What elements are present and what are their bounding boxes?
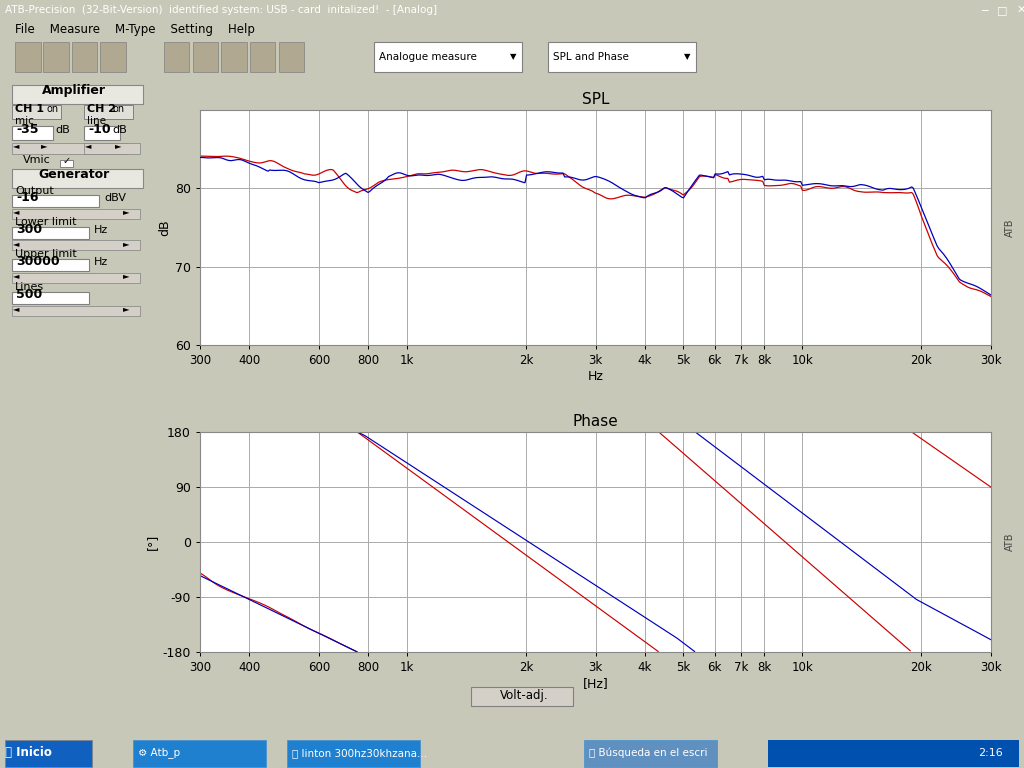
Text: 30000: 30000	[16, 255, 60, 268]
Text: □: □	[997, 5, 1008, 15]
Text: Lines: Lines	[15, 283, 44, 293]
Text: line: line	[87, 117, 106, 127]
X-axis label: [Hz]: [Hz]	[583, 677, 608, 690]
Bar	[5, 740, 92, 766]
Text: Generator: Generator	[38, 168, 110, 181]
Text: Vmic: Vmic	[23, 155, 50, 165]
Text: 🌐 linton 300hz30khzana...: 🌐 linton 300hz30khzana...	[292, 748, 427, 758]
Text: ►: ►	[123, 271, 129, 280]
Bar	[72, 41, 97, 72]
Text: ►: ►	[123, 207, 129, 217]
Text: Lower limit: Lower limit	[15, 217, 77, 227]
Text: ◄: ◄	[13, 141, 19, 151]
Text: ✓: ✓	[62, 156, 71, 166]
Bar	[768, 740, 1019, 766]
Title: Phase: Phase	[572, 415, 618, 429]
Bar	[100, 41, 126, 72]
Text: ◄: ◄	[13, 304, 19, 313]
Bar	[287, 740, 420, 766]
Text: ─: ─	[981, 5, 987, 15]
Bar	[43, 41, 69, 72]
Text: -16: -16	[16, 191, 39, 204]
Text: ▼: ▼	[510, 52, 516, 61]
Text: ATB: ATB	[1006, 218, 1015, 237]
Y-axis label: [°]: [°]	[145, 534, 159, 550]
Text: Volt-adj.: Volt-adj.	[500, 689, 549, 702]
Bar	[221, 41, 247, 72]
Text: Analogue measure: Analogue measure	[379, 52, 477, 62]
Text: 🪟 Inicio: 🪟 Inicio	[5, 746, 52, 760]
Text: -10: -10	[88, 123, 111, 136]
Text: ▼: ▼	[684, 52, 690, 61]
Text: dB: dB	[113, 125, 127, 135]
Text: 2:16: 2:16	[978, 748, 1002, 758]
Text: dB: dB	[55, 125, 70, 135]
Text: on: on	[46, 104, 58, 114]
Title: SPL: SPL	[582, 92, 609, 108]
Text: dBV: dBV	[104, 194, 126, 204]
Bar	[250, 41, 275, 72]
Text: mic: mic	[15, 117, 34, 127]
Bar	[164, 41, 189, 72]
Text: 300: 300	[16, 223, 43, 236]
Text: Output: Output	[15, 186, 54, 196]
Y-axis label: dB: dB	[158, 219, 171, 236]
Text: ⚙ Atb_p: ⚙ Atb_p	[138, 747, 180, 759]
Text: on: on	[113, 104, 125, 114]
Bar	[15, 41, 41, 72]
Text: ATB: ATB	[1006, 533, 1015, 551]
Text: ►: ►	[115, 141, 121, 151]
Bar	[584, 740, 717, 766]
Text: ►: ►	[41, 141, 47, 151]
Text: CH 2: CH 2	[87, 104, 116, 114]
Text: ATB-Precision  (32-Bit-Version)  identified system: USB - card  initalized!  - [: ATB-Precision (32-Bit-Version) identifie…	[5, 5, 437, 15]
Bar	[279, 41, 304, 72]
Text: ►: ►	[123, 304, 129, 313]
Text: Hz: Hz	[94, 225, 109, 235]
Text: ◄: ◄	[85, 141, 91, 151]
Text: ◄: ◄	[13, 271, 19, 280]
X-axis label: Hz: Hz	[588, 370, 603, 382]
Text: ◄: ◄	[13, 207, 19, 217]
Bar	[193, 41, 218, 72]
Text: 🔍 Búsqueda en el escri: 🔍 Búsqueda en el escri	[589, 748, 708, 758]
Text: ◄: ◄	[13, 239, 19, 248]
Text: Hz: Hz	[94, 257, 109, 267]
Bar	[548, 41, 696, 72]
Text: 500: 500	[16, 288, 43, 301]
Text: File    Measure    M-Type    Setting    Help: File Measure M-Type Setting Help	[15, 22, 255, 35]
Text: ✕: ✕	[1016, 5, 1024, 15]
Text: ►: ►	[123, 239, 129, 248]
Text: Amplifier: Amplifier	[42, 84, 105, 98]
Text: -35: -35	[16, 123, 39, 136]
Text: Upper limit: Upper limit	[15, 250, 77, 260]
Text: CH 1: CH 1	[15, 104, 44, 114]
Text: SPL and Phase: SPL and Phase	[553, 52, 629, 62]
Bar	[133, 740, 266, 766]
Bar	[374, 41, 522, 72]
